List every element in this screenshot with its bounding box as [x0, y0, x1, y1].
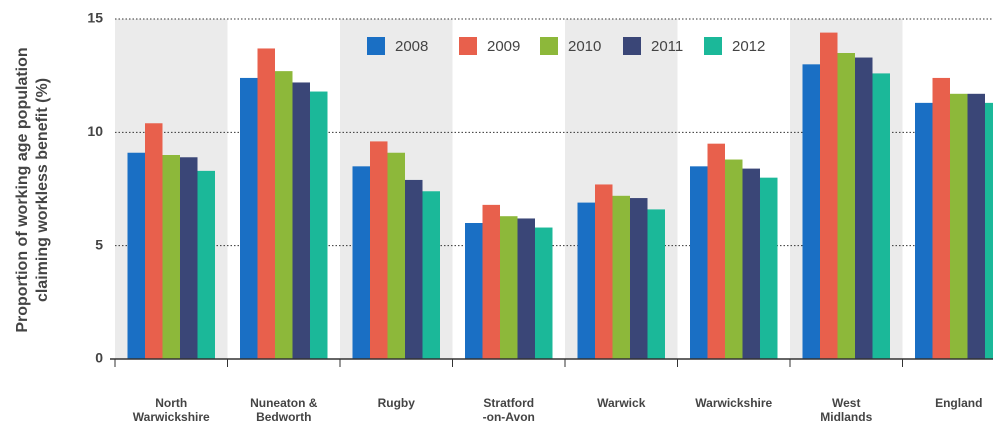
x-tick-label: Warwickshire [695, 396, 772, 410]
bar [500, 216, 518, 359]
bar [820, 32, 838, 359]
bar [405, 179, 423, 359]
bar [837, 53, 855, 359]
bar [802, 64, 820, 359]
x-tick-label: West Midlands [820, 396, 872, 422]
bar [292, 82, 310, 359]
bar [690, 166, 708, 359]
x-tick-label: Warwick [597, 396, 646, 410]
legend-swatch [367, 37, 385, 55]
x-tick-label: Rugby [378, 396, 416, 410]
x-tick-label: Stratford -on-Avon [483, 396, 535, 422]
bar [517, 218, 535, 359]
bar [257, 48, 275, 359]
legend-swatch [459, 37, 477, 55]
bar [180, 157, 198, 359]
bar [630, 198, 648, 359]
x-tick-label: North Warwickshire [133, 396, 210, 422]
bar [742, 168, 760, 359]
legend-label: 2010 [568, 38, 601, 55]
bar [352, 166, 370, 359]
bar [422, 191, 440, 359]
y-axis-label: Proportion of working age population clai… [14, 47, 51, 332]
bar [465, 223, 483, 359]
x-tick-label: England [935, 396, 982, 410]
bar [535, 227, 553, 359]
bar [915, 102, 933, 359]
bar [612, 195, 630, 359]
bar [725, 159, 743, 359]
bar [967, 93, 985, 360]
bar [162, 155, 180, 359]
bar [985, 102, 993, 359]
bar [197, 170, 215, 359]
bar [370, 141, 388, 359]
bar [760, 177, 778, 359]
legend-swatch [704, 37, 722, 55]
legend-swatch [540, 37, 558, 55]
bar [240, 77, 258, 359]
bar [647, 209, 665, 359]
bar [145, 123, 163, 360]
bar [950, 93, 968, 360]
y-tick-label: 15 [87, 10, 103, 26]
legend-label: 2009 [487, 38, 520, 55]
bar [275, 71, 293, 359]
y-tick-label: 0 [95, 350, 103, 366]
y-tick-label: 10 [87, 123, 103, 139]
bar [855, 57, 873, 360]
legend-label: 2012 [732, 38, 765, 55]
bar [577, 202, 595, 359]
y-tick-label: 5 [95, 236, 103, 252]
bar [872, 73, 890, 360]
bar [310, 91, 328, 360]
legend-label: 2008 [395, 38, 428, 55]
bar [482, 204, 500, 359]
bar [127, 152, 145, 359]
bar [387, 152, 405, 359]
bar [707, 143, 725, 359]
legend-swatch [623, 37, 641, 55]
x-tick-label: Nuneaton & Bedworth [250, 396, 318, 422]
legend-label: 2011 [651, 38, 683, 55]
bar [595, 184, 613, 359]
bar [932, 77, 950, 359]
